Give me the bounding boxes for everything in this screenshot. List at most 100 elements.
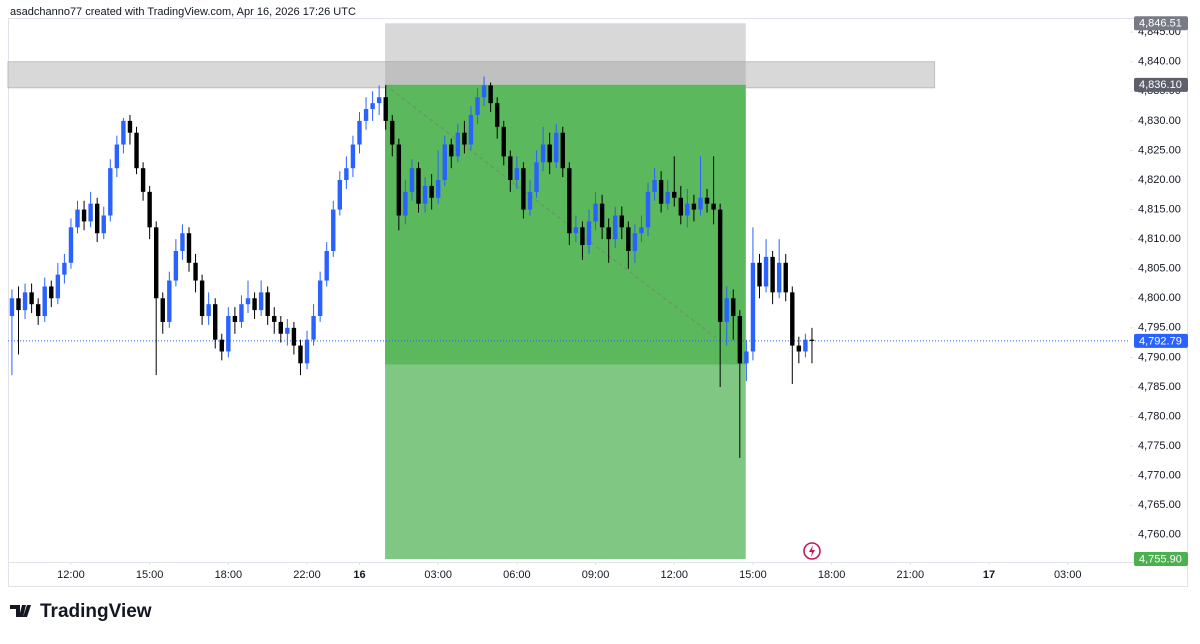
candle-body (678, 197, 684, 216)
candle-body (396, 144, 402, 216)
candle-body (731, 298, 736, 317)
candle-body (167, 280, 172, 322)
price-badge-label: 4,836.10 (1139, 79, 1182, 91)
trade-path (384, 84, 721, 342)
x-tick-label: 21:00 (897, 569, 925, 581)
candle-body (639, 227, 644, 234)
price-badge-label: 4,792.79 (1139, 335, 1182, 347)
candle-body (494, 103, 500, 127)
candle-body (435, 180, 441, 198)
candle-body (16, 298, 21, 311)
price-badge (1134, 333, 1188, 348)
x-tick-label: 16 (353, 569, 365, 581)
candle-body (593, 203, 598, 222)
candle-body (501, 126, 506, 157)
candle-body (127, 120, 133, 133)
candle-body (403, 191, 408, 216)
candle-body (652, 180, 657, 192)
candle-body (455, 132, 461, 157)
candle-body (383, 97, 388, 121)
candle-body (81, 209, 87, 222)
candle-body (599, 203, 605, 228)
candle-body (416, 168, 421, 204)
candle-body (331, 209, 336, 251)
attribution: asadchanno77 created with TradingView.co… (10, 6, 356, 18)
candle-body (42, 286, 47, 317)
candle-body (226, 316, 231, 352)
candle-body (534, 162, 539, 192)
candle-body (108, 168, 113, 216)
candle-body (540, 144, 546, 163)
candle-body (88, 203, 93, 222)
candle-body (363, 109, 369, 121)
y-tick-label: 4,800.00 (1138, 292, 1181, 304)
candle-body (9, 298, 15, 317)
price-badge-label: 4,846.51 (1139, 18, 1182, 30)
candle-body (94, 203, 100, 234)
candle-body (324, 250, 329, 281)
candle-body (68, 227, 74, 263)
candle-body (180, 233, 185, 251)
x-tick-label: 03:00 (1054, 569, 1082, 581)
x-tick-label: 12:00 (57, 569, 85, 581)
candle-body (554, 132, 559, 163)
candle-body (186, 233, 192, 263)
candle-body (199, 280, 205, 317)
zone (7, 61, 936, 89)
x-tick-label: 18:00 (818, 569, 846, 581)
candle-body (357, 120, 362, 145)
candle-body (101, 215, 106, 234)
x-tick-label: 18:00 (215, 569, 243, 581)
candle-body (213, 304, 218, 340)
candle-body (22, 292, 28, 311)
candle-body (632, 233, 638, 251)
candle-body (783, 262, 788, 293)
candle-body (114, 144, 120, 169)
candle-body (691, 203, 697, 210)
brand: TradingView (40, 601, 152, 622)
candle-body (239, 304, 244, 322)
candle-body (586, 221, 592, 246)
candle-body (337, 180, 343, 210)
candle-body (193, 262, 198, 281)
candle-body (462, 132, 467, 145)
y-tick-label: 4,810.00 (1138, 233, 1181, 245)
y-tick-label: 4,795.00 (1138, 322, 1181, 334)
candle-body (626, 227, 631, 251)
candle-body (75, 209, 80, 228)
candle-body (29, 292, 34, 305)
candle-body (619, 215, 624, 228)
candle-body (468, 114, 474, 145)
price-badge (1134, 77, 1188, 92)
candle-body (390, 120, 395, 145)
candle-body (508, 156, 513, 181)
candle-body (272, 316, 277, 322)
y-tick-label: 4,840.00 (1138, 56, 1181, 68)
candle-body (803, 339, 808, 352)
y-tick-label: 4,785.00 (1138, 381, 1181, 393)
x-tick-label: 09:00 (582, 569, 610, 581)
candle-body (206, 304, 211, 317)
frame (8, 18, 1188, 587)
x-tick-label: 15:00 (136, 569, 164, 581)
y-tick-label: 4,770.00 (1138, 470, 1181, 482)
price-badge (1134, 552, 1188, 567)
candle-body (298, 345, 303, 364)
candle-body (567, 168, 572, 234)
candle-body (311, 316, 316, 340)
candle-body (770, 256, 775, 293)
candle-body (737, 316, 743, 364)
candle-body (265, 292, 270, 317)
candle-body (809, 339, 815, 341)
y-tick-label: 4,820.00 (1138, 174, 1181, 186)
y-tick-label: 4,815.00 (1138, 203, 1181, 215)
x-tick-label: 15:00 (739, 569, 767, 581)
y-tick-label: 4,825.00 (1138, 144, 1181, 156)
candle-body (285, 327, 290, 334)
candle-body (258, 292, 264, 311)
candle-body (140, 168, 146, 192)
candle-body (704, 197, 710, 204)
y-tick-label: 4,775.00 (1138, 440, 1181, 452)
candle-body (475, 97, 480, 115)
